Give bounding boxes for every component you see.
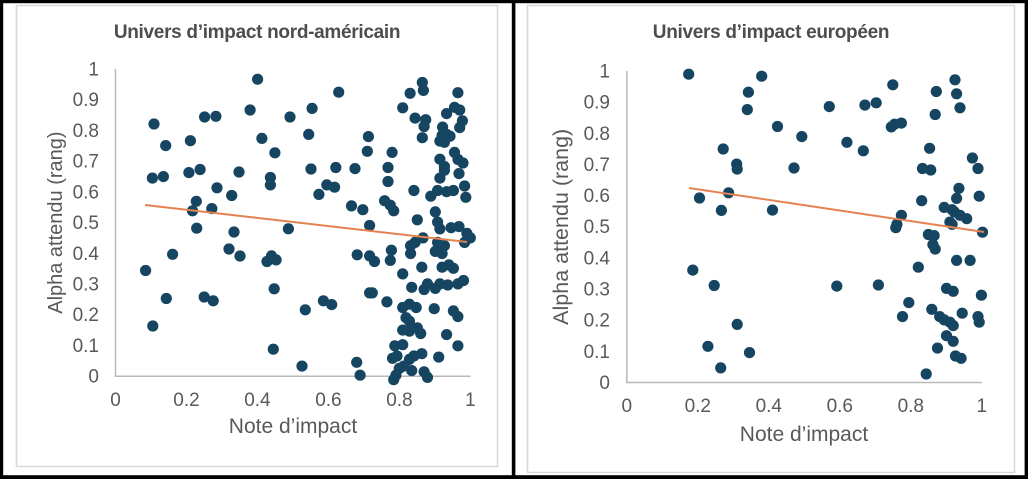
svg-text:0: 0 xyxy=(622,396,633,417)
svg-text:0.5: 0.5 xyxy=(584,217,610,238)
svg-text:0.2: 0.2 xyxy=(73,305,99,326)
svg-text:0.8: 0.8 xyxy=(73,121,99,142)
svg-text:Note d’impact: Note d’impact xyxy=(229,415,358,438)
svg-text:0: 0 xyxy=(88,367,99,388)
svg-text:0.3: 0.3 xyxy=(584,280,610,301)
svg-text:0.3: 0.3 xyxy=(73,275,99,296)
svg-text:1: 1 xyxy=(88,60,99,81)
svg-text:0.7: 0.7 xyxy=(584,155,610,176)
svg-text:1: 1 xyxy=(465,390,476,411)
svg-text:0.4: 0.4 xyxy=(584,248,611,269)
svg-text:0: 0 xyxy=(599,373,610,394)
svg-text:0.6: 0.6 xyxy=(73,182,99,203)
svg-text:0.2: 0.2 xyxy=(173,390,199,411)
svg-text:0: 0 xyxy=(110,390,121,411)
svg-text:0.6: 0.6 xyxy=(315,390,341,411)
svg-text:0.8: 0.8 xyxy=(386,390,412,411)
svg-text:0.8: 0.8 xyxy=(898,396,924,417)
svg-text:0.6: 0.6 xyxy=(827,396,853,417)
svg-text:0.2: 0.2 xyxy=(584,311,610,332)
svg-text:Alpha attendu (rang): Alpha attendu (rang) xyxy=(549,129,573,325)
svg-text:0.8: 0.8 xyxy=(584,124,610,145)
svg-text:0.4: 0.4 xyxy=(244,390,271,411)
svg-text:0.9: 0.9 xyxy=(73,90,99,111)
svg-text:0.9: 0.9 xyxy=(584,93,610,114)
svg-text:0.7: 0.7 xyxy=(73,152,99,173)
svg-text:1: 1 xyxy=(977,396,988,417)
svg-text:0.1: 0.1 xyxy=(73,336,99,357)
svg-text:Alpha attendu (rang): Alpha attendu (rang) xyxy=(45,131,67,313)
svg-text:1: 1 xyxy=(599,62,610,83)
svg-text:0.4: 0.4 xyxy=(756,396,783,417)
svg-text:0.4: 0.4 xyxy=(73,244,100,265)
svg-text:0.5: 0.5 xyxy=(73,213,99,234)
svg-text:0.2: 0.2 xyxy=(685,396,711,417)
svg-text:0.6: 0.6 xyxy=(584,186,610,207)
svg-text:Note d’impact: Note d’impact xyxy=(740,423,869,446)
svg-text:Univers d’impact nord-américai: Univers d’impact nord-américain xyxy=(114,22,400,43)
svg-text:Univers d’impact européen: Univers d’impact européen xyxy=(653,22,889,43)
svg-text:0.1: 0.1 xyxy=(584,342,610,363)
